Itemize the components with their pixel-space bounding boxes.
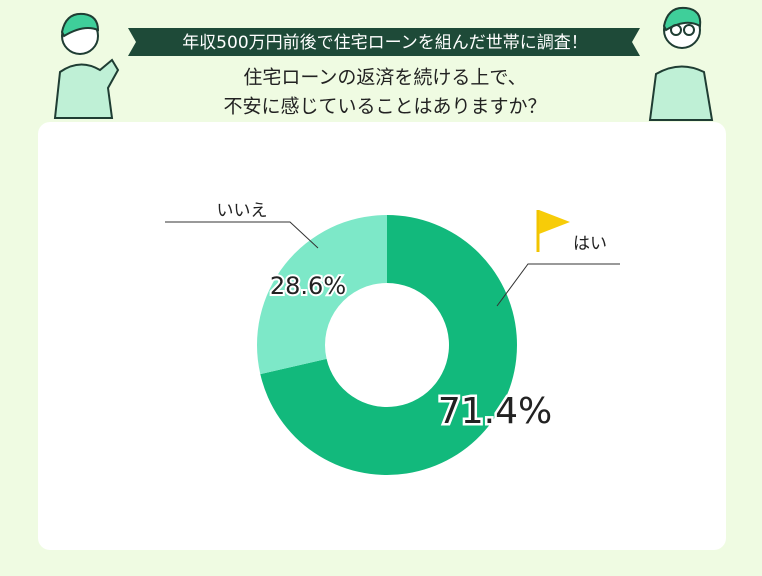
value-label: 28.6%	[270, 272, 346, 300]
leader-line	[165, 221, 319, 249]
donut	[256, 215, 517, 475]
title-banner	[128, 28, 640, 56]
flag	[539, 210, 570, 234]
chart-panel	[38, 122, 726, 550]
category-label: はい	[573, 234, 607, 254]
question-line: 不安に感じていることはありますか？	[223, 96, 546, 118]
donut-slice	[256, 215, 387, 375]
donut-slice	[260, 215, 517, 475]
question-line: 住宅ローンの返済を続ける上で、	[243, 67, 526, 89]
value-label: 71.4%	[438, 391, 552, 432]
right-illustration	[648, 6, 714, 121]
category-label: いいえ	[217, 201, 268, 221]
leader-line	[496, 263, 620, 307]
left-illustration	[53, 12, 120, 119]
chart-title: 年収500万円前後で住宅ローンを組んだ世帯に調査！	[182, 33, 588, 53]
